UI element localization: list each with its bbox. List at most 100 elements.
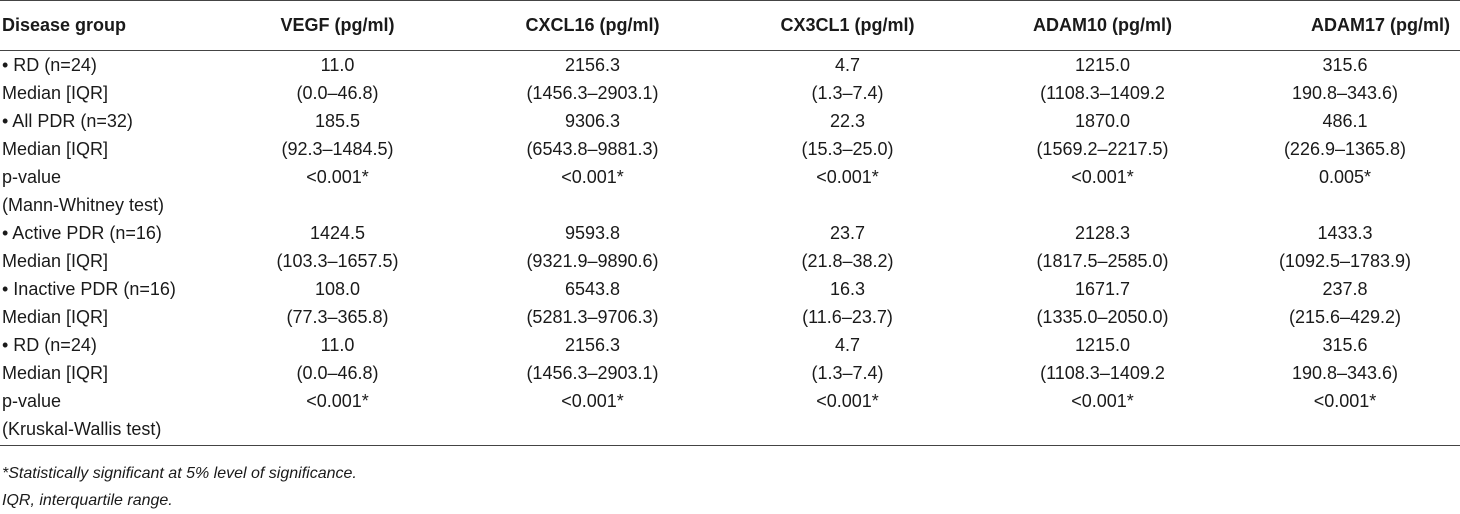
table-cell: (1.3–7.4) (811, 82, 884, 103)
row-label: • All PDR (n=32) (2, 110, 133, 131)
table-cell: 1433.3 (1317, 222, 1373, 243)
table-cell: 1424.5 (309, 222, 366, 243)
header-adam10: ADAM10 (pg/ml) (975, 0, 1230, 51)
table-row: p-value <0.001* <0.001* <0.001* <0.001* <0.00… (0, 387, 1460, 415)
table-cell: 11.0 (320, 54, 355, 75)
table-cell: (1456.3–2903.1) (526, 82, 659, 103)
table-cell (1230, 191, 1460, 219)
table-cell: 108.0 (314, 278, 361, 299)
footnotes: *Statistically significant at 5% level o… (2, 460, 357, 514)
table-cell: <0.001* (306, 166, 369, 187)
table-row: (Mann-Whitney test) (0, 191, 1460, 219)
table-cell: 190.8–343.6) (1291, 362, 1399, 383)
table-cell: 9593.8 (564, 222, 621, 243)
table-cell: (77.3–365.8) (286, 306, 389, 327)
table-cell: (103.3–1657.5) (276, 250, 399, 271)
table-cell: <0.001* (816, 166, 879, 187)
table-row: • Inactive PDR (n=16) 108.0 6543.8 16.3 1671… (0, 275, 1460, 303)
table-cell: (215.6–429.2) (1288, 306, 1402, 327)
row-label: Median [IQR] (2, 138, 109, 159)
table-body: • RD (n=24) 11.0 2156.3 4.7 1215.0 315.6 Media… (0, 51, 1460, 446)
table-cell: (11.6–23.7) (802, 306, 893, 327)
row-label: • RD (n=24) (2, 54, 97, 75)
table-cell: 2156.3 (564, 54, 621, 75)
table-cell: 0.005* (1318, 166, 1372, 187)
table-cell: (1456.3–2903.1) (526, 362, 659, 383)
table-cell: (92.3–1484.5) (281, 138, 394, 159)
table-cell: 16.3 (829, 278, 866, 299)
header-row: Disease group VEGF (pg/ml) CXCL16 (pg/ml… (0, 0, 1460, 51)
table-cell (720, 415, 975, 446)
table-cell: <0.001* (1313, 390, 1377, 411)
table-cell (975, 191, 1230, 219)
table-row: (Kruskal-Wallis test) (0, 415, 1460, 446)
table-cell: 486.1 (1322, 110, 1368, 131)
table-cell (210, 415, 465, 446)
row-label: • Inactive PDR (n=16) (2, 278, 176, 299)
table-cell: (1569.2–2217.5) (1036, 138, 1169, 159)
table-cell: (226.9–1365.8) (1283, 138, 1407, 159)
table-cell: 237.8 (1322, 278, 1368, 299)
table-cell: <0.001* (1071, 390, 1134, 411)
header-cxcl16: CXCL16 (pg/ml) (465, 0, 720, 51)
table-cell: (0.0–46.8) (296, 82, 379, 103)
table-row: Median [IQR] (0.0–46.8) (1456.3–2903.1) (1.… (0, 359, 1460, 387)
table-cell: 1215.0 (1074, 54, 1131, 75)
table-cell: (1108.3–1409.2 (1040, 82, 1165, 103)
table-cell: <0.001* (306, 390, 369, 411)
row-label: • RD (n=24) (2, 334, 97, 355)
table-cell: (0.0–46.8) (296, 362, 379, 383)
table-cell (210, 191, 465, 219)
header-vegf: VEGF (pg/ml) (210, 0, 465, 51)
table-cell (465, 191, 720, 219)
table-cell: (15.3–25.0) (801, 138, 894, 159)
row-label: Median [IQR] (2, 362, 109, 383)
table-cell: (1.3–7.4) (811, 362, 884, 383)
row-label: Median [IQR] (2, 82, 109, 103)
table-cell: 4.7 (834, 54, 861, 75)
table-row: • Active PDR (n=16) 1424.5 9593.8 23.7 2128.… (0, 219, 1460, 247)
header-adam17: ADAM17 (pg/ml) (1230, 0, 1460, 51)
footnote-significance: *Statistically significant at 5% level o… (2, 465, 357, 482)
row-label: Median [IQR] (2, 250, 109, 271)
table-row: • RD (n=24) 11.0 2156.3 4.7 1215.0 315.6 (0, 51, 1460, 80)
table-row: p-value <0.001* <0.001* <0.001* <0.001* 0.005… (0, 163, 1460, 191)
table-row: • All PDR (n=32) 185.5 9306.3 22.3 1870.0 486… (0, 107, 1460, 135)
row-label: p-value (2, 390, 62, 411)
table-cell: 2156.3 (564, 334, 621, 355)
table-cell: <0.001* (561, 390, 624, 411)
row-label: p-value (2, 166, 62, 187)
table-cell: 2128.3 (1074, 222, 1131, 243)
table-cell: 6543.8 (564, 278, 621, 299)
table-cell: 11.0 (320, 334, 355, 355)
table-cell: 190.8–343.6) (1291, 82, 1399, 103)
data-table: Disease group VEGF (pg/ml) CXCL16 (pg/ml… (0, 0, 1460, 446)
table-cell: (1108.3–1409.2 (1040, 362, 1165, 383)
table-cell: 22.3 (829, 110, 866, 131)
table-cell: 1671.7 (1074, 278, 1131, 299)
table-cell: 1870.0 (1074, 110, 1131, 131)
table-row: Median [IQR] (0.0–46.8) (1456.3–2903.1) (1.… (0, 79, 1460, 107)
table-cell: (5281.3–9706.3) (526, 306, 659, 327)
row-label: • Active PDR (n=16) (2, 222, 162, 243)
table-cell: <0.001* (1071, 166, 1134, 187)
table-row: Median [IQR] (92.3–1484.5) (6543.8–9881.3)… (0, 135, 1460, 163)
table-cell (465, 415, 720, 446)
table-cell: 4.7 (834, 334, 861, 355)
table-cell: (21.8–38.2) (801, 250, 894, 271)
table-row: Median [IQR] (77.3–365.8) (5281.3–9706.3) (… (0, 303, 1460, 331)
table-cell: (1335.0–2050.0) (1036, 306, 1169, 327)
footnote-iqr: IQR, interquartile range. (2, 492, 173, 509)
table-cell: <0.001* (816, 390, 879, 411)
table-cell: <0.001* (561, 166, 624, 187)
table-cell: 315.6 (1322, 334, 1368, 355)
row-label: Median [IQR] (2, 306, 109, 327)
header-cx3cl1: CX3CL1 (pg/ml) (720, 0, 975, 51)
header-disease-group: Disease group (0, 0, 210, 51)
table-cell: 315.6 (1322, 54, 1368, 75)
table-cell: 1215.0 (1074, 334, 1131, 355)
table-cell: 185.5 (314, 110, 361, 131)
table-cell (1230, 415, 1460, 446)
table-cell (975, 415, 1230, 446)
row-label: (Kruskal-Wallis test) (0, 415, 210, 446)
